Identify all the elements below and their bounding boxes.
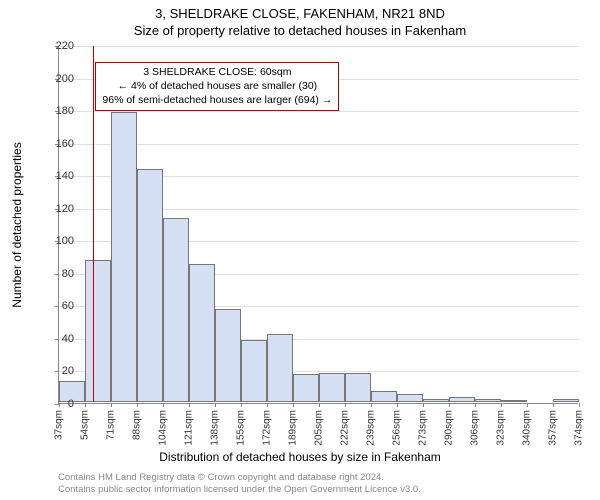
x-axis-label: Distribution of detached houses by size …: [0, 450, 600, 464]
xtick-mark: [371, 403, 372, 407]
ytick-label: 160: [44, 138, 74, 150]
xtick-label: 273sqm: [418, 410, 429, 446]
xtick-label: 340sqm: [522, 410, 533, 446]
histogram-bar: [449, 397, 475, 402]
xtick-label: 189sqm: [288, 410, 299, 446]
histogram-bar: [137, 169, 163, 402]
xtick-label: 357sqm: [548, 410, 559, 446]
ytick-label: 100: [44, 235, 74, 247]
plot-frame: 37sqm54sqm71sqm88sqm104sqm121sqm138sqm15…: [58, 46, 578, 404]
ytick-label: 140: [44, 170, 74, 182]
xtick-label: 222sqm: [340, 410, 351, 446]
xtick-label: 54sqm: [80, 410, 91, 440]
xtick-mark: [163, 403, 164, 407]
xtick-label: 290sqm: [444, 410, 455, 446]
ytick-label: 60: [44, 300, 74, 312]
histogram-bar: [501, 400, 527, 402]
plot-area: 37sqm54sqm71sqm88sqm104sqm121sqm138sqm15…: [58, 46, 578, 404]
histogram-bar: [241, 340, 267, 402]
xtick-mark: [449, 403, 450, 407]
xtick-label: 239sqm: [366, 410, 377, 446]
page-title: 3, SHELDRAKE CLOSE, FAKENHAM, NR21 8ND: [0, 0, 600, 21]
xtick-mark: [215, 403, 216, 407]
xtick-label: 374sqm: [574, 410, 585, 446]
reference-line: [93, 46, 94, 402]
xtick-mark: [423, 403, 424, 407]
footer-line-2: Contains public sector information licen…: [58, 484, 421, 496]
histogram-bar: [553, 399, 579, 402]
xtick-label: 306sqm: [470, 410, 481, 446]
histogram-bar: [293, 374, 319, 402]
xtick-mark: [527, 403, 528, 407]
xtick-mark: [85, 403, 86, 407]
xtick-label: 155sqm: [236, 410, 247, 446]
xtick-label: 37sqm: [54, 410, 65, 440]
ytick-label: 180: [44, 105, 74, 117]
xtick-mark: [319, 403, 320, 407]
xtick-mark: [293, 403, 294, 407]
xtick-mark: [345, 403, 346, 407]
grid-line: [59, 144, 579, 145]
histogram-bar: [163, 218, 189, 402]
histogram-bar: [85, 260, 111, 402]
histogram-bar: [215, 309, 241, 402]
annotation-line: 96% of semi-detached houses are larger (…: [102, 94, 332, 108]
xtick-mark: [579, 403, 580, 407]
xtick-mark: [397, 403, 398, 407]
xtick-mark: [553, 403, 554, 407]
histogram-bar: [475, 399, 501, 402]
grid-line: [59, 111, 579, 112]
xtick-mark: [111, 403, 112, 407]
annotation-box: 3 SHELDRAKE CLOSE: 60sqm← 4% of detached…: [95, 62, 339, 111]
xtick-label: 121sqm: [184, 410, 195, 446]
histogram-bar: [371, 391, 397, 402]
xtick-mark: [501, 403, 502, 407]
xtick-mark: [137, 403, 138, 407]
footer-attribution: Contains HM Land Registry data © Crown c…: [58, 472, 421, 496]
y-axis-label: Number of detached properties: [10, 142, 24, 307]
xtick-mark: [267, 403, 268, 407]
histogram-bar: [267, 334, 293, 402]
xtick-mark: [241, 403, 242, 407]
xtick-label: 323sqm: [496, 410, 507, 446]
histogram-bar: [189, 264, 215, 402]
xtick-label: 172sqm: [262, 410, 273, 446]
xtick-label: 71sqm: [106, 410, 117, 440]
histogram-bar: [345, 373, 371, 402]
xtick-label: 104sqm: [158, 410, 169, 446]
footer-line-1: Contains HM Land Registry data © Crown c…: [58, 472, 421, 484]
ytick-label: 20: [44, 365, 74, 377]
annotation-line: ← 4% of detached houses are smaller (30): [102, 80, 332, 94]
ytick-label: 200: [44, 73, 74, 85]
histogram-bar: [111, 112, 137, 402]
xtick-label: 138sqm: [210, 410, 221, 446]
chart-container: 3, SHELDRAKE CLOSE, FAKENHAM, NR21 8ND S…: [0, 0, 600, 500]
ytick-label: 40: [44, 333, 74, 345]
histogram-bar: [319, 373, 345, 402]
ytick-label: 220: [44, 40, 74, 52]
xtick-label: 88sqm: [132, 410, 143, 440]
histogram-bar: [397, 394, 423, 402]
histogram-bar: [423, 399, 449, 402]
annotation-line: 3 SHELDRAKE CLOSE: 60sqm: [102, 66, 332, 80]
xtick-label: 256sqm: [392, 410, 403, 446]
ytick-label: 0: [44, 398, 74, 410]
grid-line: [59, 46, 579, 47]
xtick-label: 205sqm: [314, 410, 325, 446]
xtick-mark: [189, 403, 190, 407]
xtick-mark: [475, 403, 476, 407]
ytick-label: 120: [44, 203, 74, 215]
ytick-label: 80: [44, 268, 74, 280]
page-subtitle: Size of property relative to detached ho…: [0, 21, 600, 38]
